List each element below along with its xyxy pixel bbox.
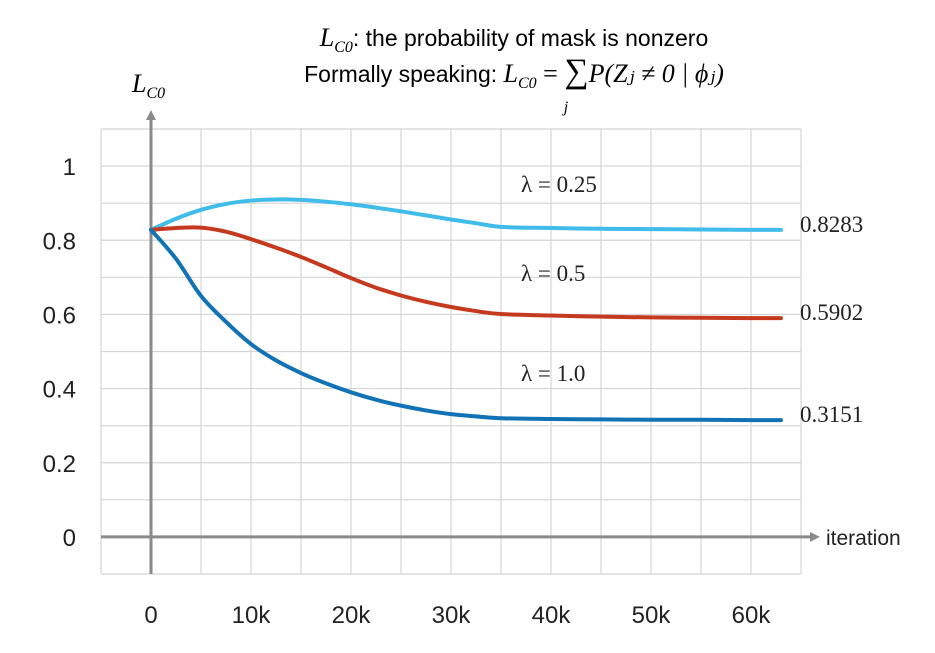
y-tick-label: 0.8 xyxy=(43,228,76,255)
x-tick-label: 0 xyxy=(144,602,157,629)
series-labels: 0.8283 λ = 0.25 0.5902 λ = 0.5 0.3151 λ = 1.0 xyxy=(521,172,863,427)
y-tick-label: 0.2 xyxy=(43,451,76,478)
y-tick-label: 0.6 xyxy=(43,302,76,329)
series-lines xyxy=(149,197,783,423)
x-tick-label: 30k xyxy=(432,602,472,629)
series-name-label: λ = 0.25 xyxy=(521,172,597,197)
y-tick-label: 0.4 xyxy=(43,377,76,404)
x-tick-label: 60k xyxy=(732,602,772,629)
series-name-label: λ = 1.0 xyxy=(521,361,585,386)
series-end-value-label: 0.3151 xyxy=(800,402,863,427)
series-end-value-label: 0.5902 xyxy=(800,300,863,325)
x-axis-label: iteration xyxy=(826,527,901,550)
series-end-value-label: 0.8283 xyxy=(800,212,863,237)
y-tick-label: 0 xyxy=(63,525,76,552)
axes xyxy=(101,110,820,574)
x-tick-label: 10k xyxy=(232,602,272,629)
series-line xyxy=(149,225,783,321)
x-tick-label: 50k xyxy=(632,602,672,629)
series-line xyxy=(149,197,783,232)
y-tick-label: 1 xyxy=(63,154,76,181)
x-tick-label: 20k xyxy=(332,602,372,629)
series-name-label: λ = 0.5 xyxy=(521,261,585,286)
chart-title-line1: LC0: the probability of mask is nonzero xyxy=(319,23,709,56)
y-axis-label: LC0 xyxy=(131,69,165,102)
grid xyxy=(100,128,802,575)
chart-title-line2: Formally speaking: LC0 = ∑P(Zⱼ ≠ 0 | ϕⱼ) xyxy=(304,53,724,92)
tick-labels: 0 10k 20k 30k 40k 50k 60k 0 0.2 0.4 0.6 0.8 1 xyxy=(43,154,772,629)
series-line xyxy=(149,227,783,423)
x-tick-label: 40k xyxy=(532,602,572,629)
sum-index: j xyxy=(562,99,569,116)
